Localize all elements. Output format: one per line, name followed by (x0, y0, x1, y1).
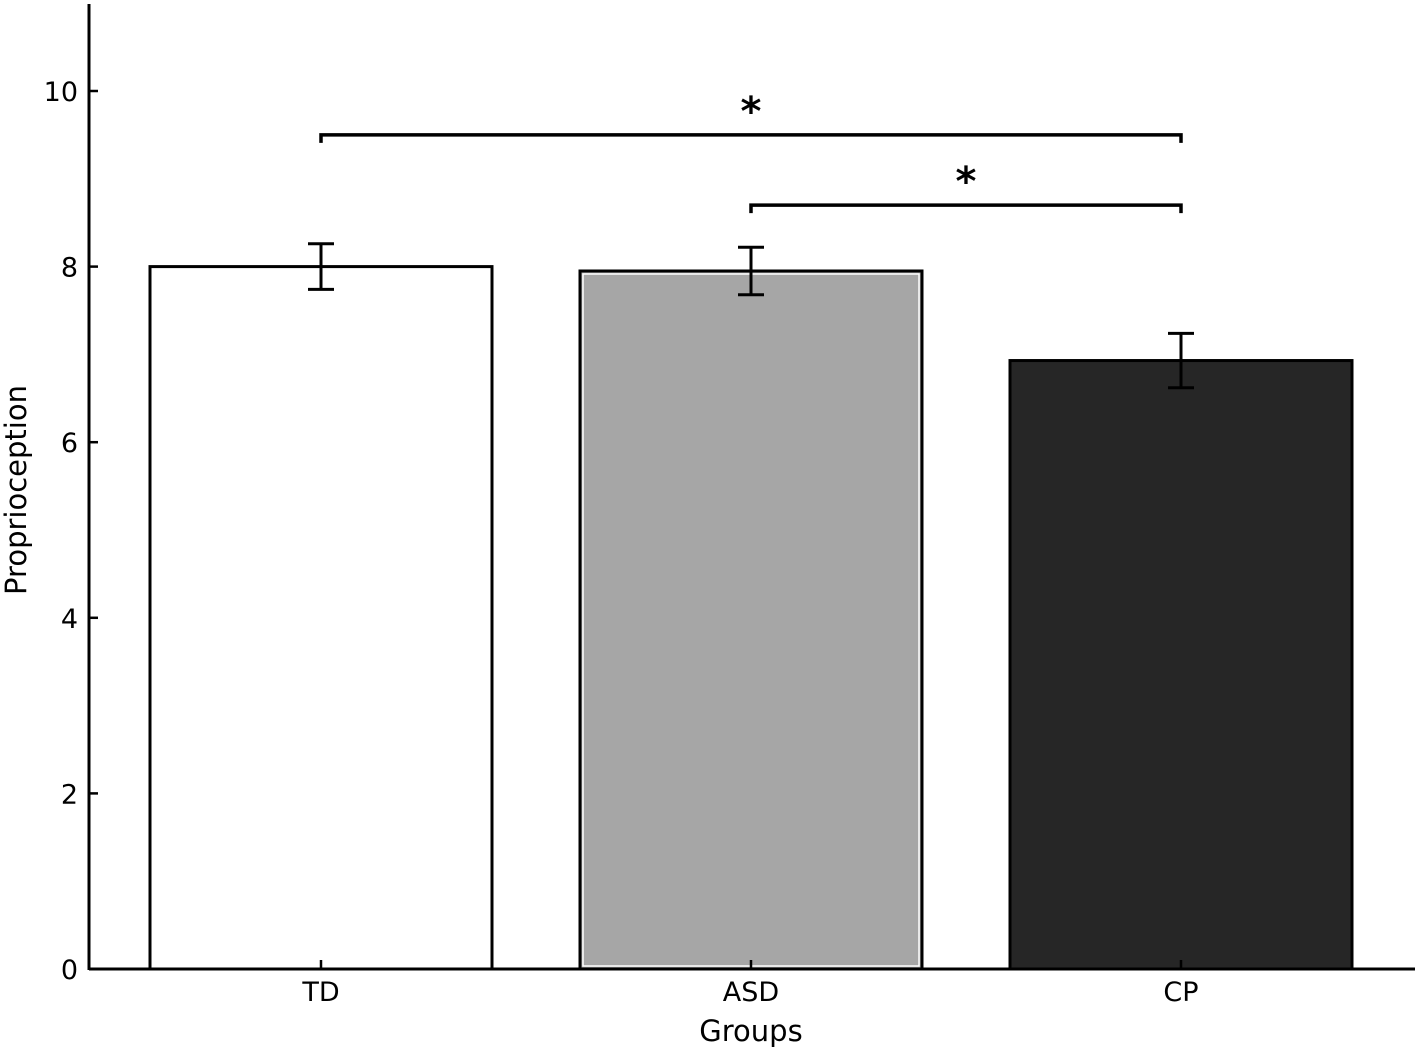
x-tick-label-asd: ASD (723, 977, 779, 1008)
y-axis-label: Proprioception (0, 385, 33, 595)
error-bar-cp (1168, 331, 1194, 390)
error-bar-td (308, 242, 334, 291)
significance-star-asd-cp: * (956, 159, 977, 205)
x-tick-label-td: TD (301, 977, 339, 1008)
y-tick-label-6: 6 (61, 428, 78, 459)
error-bars-layer (308, 242, 1194, 390)
x-tick-label-cp: CP (1163, 977, 1198, 1008)
significance-bracket-td-cp: * (319, 89, 1183, 143)
bars-layer (148, 265, 1354, 971)
x-ticks-layer: TD ASD CP (301, 960, 1199, 1008)
y-tick-label-10: 10 (44, 77, 78, 108)
bar-asd (578, 269, 924, 971)
bar-td (148, 265, 494, 971)
x-axis-label: Groups (699, 1014, 802, 1048)
y-tick-label-4: 4 (61, 604, 78, 635)
bar-cp (1008, 359, 1354, 971)
error-bar-asd (738, 245, 764, 297)
significance-bracket-asd-cp: * (749, 159, 1183, 214)
significance-layer: ** (319, 89, 1183, 214)
y-tick-label-0: 0 (61, 955, 78, 986)
y-tick-label-8: 8 (61, 253, 78, 284)
y-tick-label-2: 2 (61, 779, 78, 810)
significance-star-td-cp: * (741, 89, 762, 135)
y-ticks-layer: 0 2 4 6 8 10 (44, 77, 98, 986)
